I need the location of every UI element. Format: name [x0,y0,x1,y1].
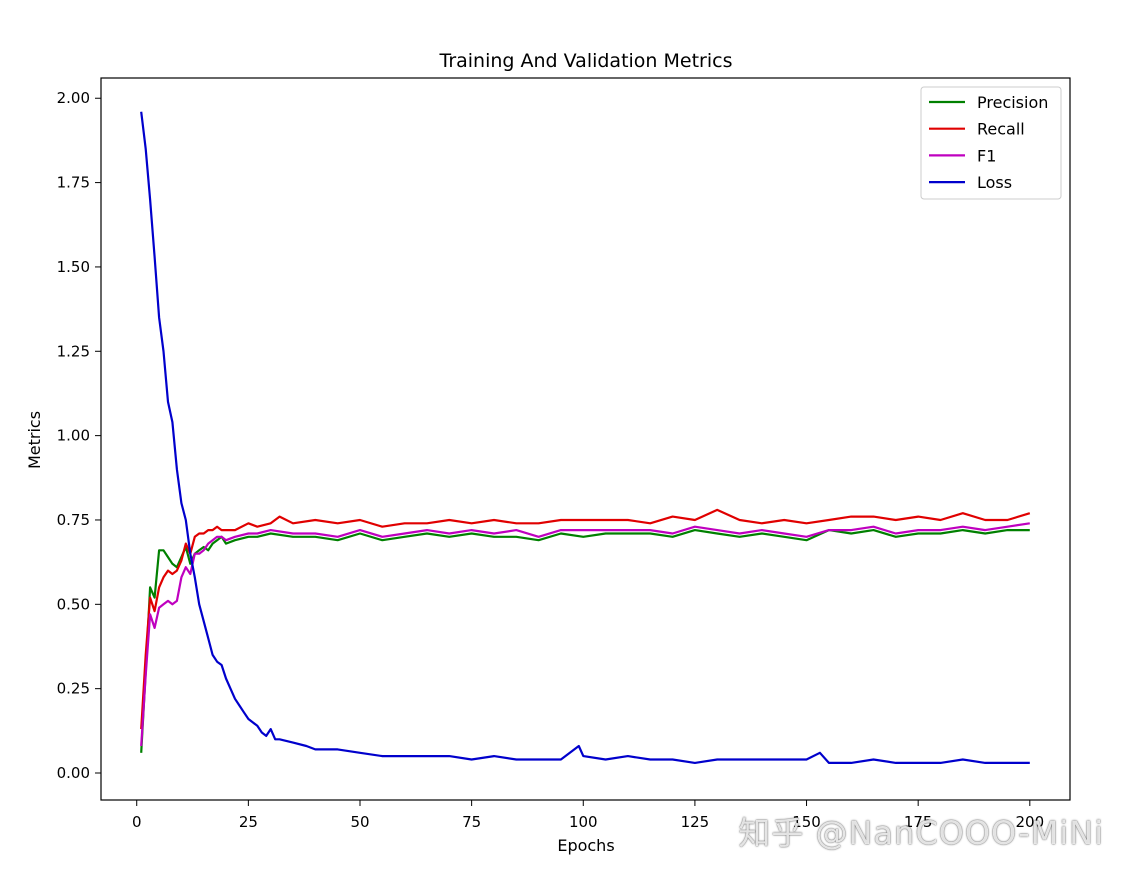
x-tick-label: 100 [569,813,598,831]
x-tick-label: 200 [1015,813,1044,831]
plot-frame [100,77,1071,801]
legend: Precision Recall F1 Loss [920,86,1062,200]
series-line-recall [140,508,1031,730]
series-line-precision [140,528,1030,753]
y-axis: 0.00 0.25 0.50 0.75 1.00 1.25 1.50 1.75 2.00 [57,89,101,782]
watermark: 知乎 @NanCOOO-MiNi [738,814,1104,852]
y-tick-label: 1.25 [57,342,90,360]
legend-label-recall: Recall [977,120,1025,139]
y-axis-label: Metrics [25,411,44,469]
y-tick-label: 1.50 [57,258,90,276]
y-tick-label: 0.25 [57,680,90,698]
legend-label-f1: F1 [977,146,996,165]
y-tick-label: 1.00 [57,427,90,445]
x-tick-label: 75 [462,813,481,831]
x-tick-label: 0 [132,813,142,831]
y-tick-label: 1.75 [57,174,90,192]
x-tick-label: 25 [239,813,258,831]
y-tick-label: 0.50 [57,595,90,613]
y-tick-label: 0.75 [57,511,90,529]
legend-label-loss: Loss [977,173,1012,192]
legend-box [920,86,1062,200]
y-tick-label: 2.00 [57,89,90,107]
x-axis-label: Epochs [557,836,614,855]
series-line-f1 [140,522,1030,747]
x-axis: 0 25 50 75 100 125 150 175 200 [132,800,1044,831]
x-tick-label: 125 [681,813,710,831]
series-line-loss [140,111,1030,765]
y-tick-label: 0.00 [57,764,90,782]
x-tick-label: 175 [904,813,933,831]
legend-label-precision: Precision [977,93,1048,112]
plot-series-group [140,111,1031,765]
x-tick-label: 50 [350,813,369,831]
x-tick-label: 150 [792,813,821,831]
chart-title: Training And Validation Metrics [439,50,733,72]
